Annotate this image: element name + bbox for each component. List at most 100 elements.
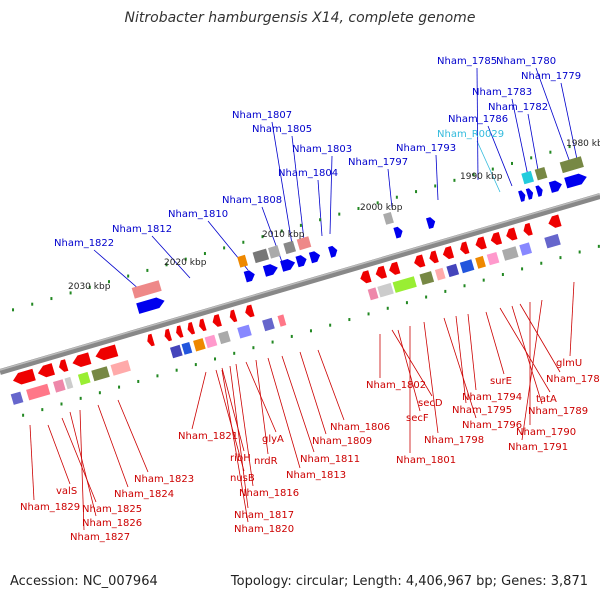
reverse-gene-arrow <box>176 325 184 338</box>
cog-color-box <box>170 344 183 359</box>
tick-dot <box>578 250 581 254</box>
reverse-gene-arrow <box>442 246 455 260</box>
label-leader-line <box>93 249 141 291</box>
gene-label-bottom: Nham_1813 <box>286 470 346 481</box>
cog-color-box <box>559 156 584 174</box>
label-leader-line <box>519 303 561 373</box>
gene-label-top: Nham_1786 <box>448 114 508 125</box>
cog-color-box <box>283 240 296 255</box>
label-leader-line <box>151 235 191 279</box>
forward-gene-arrow <box>328 245 338 258</box>
gene-label-bottom: glmU <box>556 358 582 369</box>
tick-dot <box>175 368 178 372</box>
forward-gene-arrow <box>243 270 255 283</box>
label-leader-line <box>455 315 467 404</box>
label-leader-line <box>535 67 573 169</box>
cog-color-box <box>544 233 561 249</box>
cog-color-box <box>534 167 548 181</box>
tick-dot <box>540 261 543 265</box>
tick-dot <box>290 334 293 338</box>
reverse-gene-arrow <box>460 241 470 255</box>
label-leader-line <box>317 179 323 237</box>
cog-color-box <box>218 330 231 345</box>
forward-gene-arrow <box>548 180 562 193</box>
label-leader-line <box>487 125 513 187</box>
genome-backbone <box>0 193 600 375</box>
reverse-gene-arrow <box>548 214 562 228</box>
gene-label-bottom: Nham_1816 <box>239 488 299 499</box>
gene-label-bottom: valS <box>56 486 77 497</box>
reverse-gene-arrow <box>414 254 426 268</box>
gene-label-top: Nham_1804 <box>278 168 338 179</box>
gene-label-top: Nham_1779 <box>521 71 581 82</box>
tick-dot <box>194 363 197 367</box>
gene-label-top: Nham_1803 <box>292 144 352 155</box>
tick-dot <box>242 240 245 244</box>
tick-dot <box>434 184 437 188</box>
gene-label-bottom: nusB <box>230 473 255 484</box>
label-leader-line <box>467 313 477 391</box>
ruler-labels: 1980 kbp 1990 kbp 2000 kbp 2010 kbp 2020 kbp… <box>68 139 600 292</box>
tick-dot <box>491 167 494 171</box>
tick-dot <box>79 396 82 400</box>
reverse-gene-arrow <box>389 261 401 275</box>
gene-label-bottom: Nham_1826 <box>82 518 142 529</box>
tick-dot <box>386 306 389 310</box>
tick-dot <box>184 257 187 261</box>
tick-dot <box>223 246 226 250</box>
tick-dot <box>482 278 485 282</box>
label-leader-line <box>511 305 543 405</box>
label-leader-line <box>191 371 207 430</box>
gene-label-bottom: Nham_1817 <box>234 510 294 521</box>
tick-dot <box>357 206 360 210</box>
label-leader-line <box>97 404 129 488</box>
ruler-label: 2010 kbp <box>262 230 305 240</box>
cog-color-box <box>521 170 534 185</box>
tick-dot <box>233 351 236 355</box>
tick-dot <box>12 308 15 312</box>
cog-color-box <box>91 366 110 382</box>
forward-gene-arrow <box>136 297 165 314</box>
tick-dot <box>214 357 217 361</box>
tick-dot <box>463 284 466 288</box>
tick-dot <box>50 297 53 301</box>
label-leader-line <box>221 367 245 452</box>
label-leader-line <box>117 399 149 473</box>
tick-dot <box>261 235 264 239</box>
reverse-gene-arrow <box>212 314 222 327</box>
gene-label-bottom: secF <box>406 413 429 424</box>
reverse-gene-arrow <box>59 359 69 372</box>
forward-gene-arrow <box>525 188 534 200</box>
cog-color-box <box>367 287 379 301</box>
reverse-gene-arrow <box>95 344 119 361</box>
tick-dot <box>156 374 159 378</box>
tick-dot <box>348 318 351 322</box>
cog-color-box <box>181 342 193 355</box>
gene-label-top: Nham_1805 <box>252 124 312 135</box>
tick-dot <box>338 212 341 216</box>
gene-label-top: Nham_1810 <box>168 209 228 220</box>
tick-marks <box>12 145 600 417</box>
reverse-gene-arrow <box>37 363 55 378</box>
gene-label-bottom: Nham_1798 <box>424 435 484 446</box>
gene-label-bottom: Nham_1796 <box>462 420 522 431</box>
tick-dot <box>472 173 475 177</box>
forward-gene-arrow <box>393 226 403 239</box>
tick-dot <box>501 273 504 277</box>
tick-dot <box>31 302 34 306</box>
label-leader-line <box>423 321 439 434</box>
label-leader-line <box>271 121 293 245</box>
tick-dot <box>521 267 524 271</box>
reverse-gene-arrow <box>245 304 255 318</box>
topology-summary: Topology: circular; Length: 4,406,967 bp… <box>230 574 588 589</box>
tick-dot <box>118 385 121 389</box>
cog-color-box <box>446 263 460 278</box>
cog-color-box <box>377 282 394 298</box>
cog-color-box <box>193 338 206 352</box>
tick-dot <box>88 285 91 289</box>
gene-label-top: Nham_R0029 <box>437 129 504 140</box>
gene-label-bottom: Nham_1789 <box>528 406 588 417</box>
reverse-gene-arrow <box>229 309 238 323</box>
cog-color-box <box>486 252 500 266</box>
gene-label-bottom: Nham_1823 <box>134 474 194 485</box>
